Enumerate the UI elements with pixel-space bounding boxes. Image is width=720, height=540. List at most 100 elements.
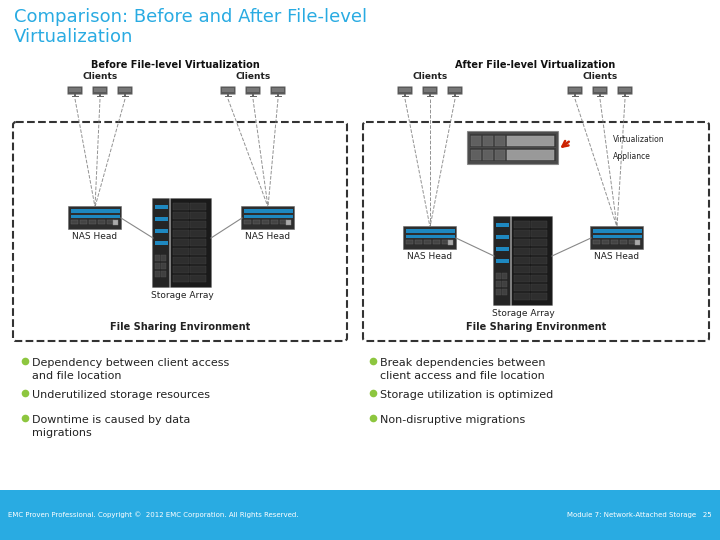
Bar [173, 248, 189, 255]
Text: Clients: Clients [235, 72, 271, 81]
Text: Underutilized storage resources: Underutilized storage resources [32, 390, 210, 400]
Bar [502, 289, 507, 295]
Bar [514, 221, 530, 228]
Bar [514, 266, 530, 273]
Bar [286, 220, 291, 225]
FancyBboxPatch shape [423, 86, 437, 94]
Bar [602, 240, 609, 244]
FancyBboxPatch shape [221, 86, 235, 94]
Bar [190, 248, 206, 255]
Bar [514, 284, 530, 291]
Bar [190, 230, 206, 237]
Bar [404, 94, 406, 96]
Bar [454, 94, 456, 96]
Bar [190, 212, 206, 219]
Bar [624, 94, 626, 96]
Bar [99, 94, 102, 96]
Bar [155, 255, 160, 261]
FancyBboxPatch shape [241, 206, 294, 230]
Bar [276, 94, 279, 96]
Text: NAS Head: NAS Head [595, 252, 639, 261]
Bar [531, 275, 547, 282]
Text: NAS Head: NAS Head [73, 232, 117, 241]
Bar [173, 266, 189, 273]
Bar [406, 240, 413, 244]
Bar [155, 217, 168, 221]
FancyBboxPatch shape [590, 226, 644, 249]
Bar [190, 239, 206, 246]
FancyBboxPatch shape [246, 86, 261, 94]
Bar [599, 94, 601, 96]
Text: Before File-level Virtualization: Before File-level Virtualization [91, 60, 259, 70]
Bar [531, 293, 547, 300]
Bar [274, 96, 282, 97]
Bar [495, 150, 505, 160]
Bar [593, 235, 642, 238]
Bar [96, 96, 104, 97]
Bar [471, 150, 481, 160]
Bar [426, 96, 433, 97]
Bar [122, 96, 128, 97]
Bar [507, 136, 554, 146]
Text: migrations: migrations [32, 428, 91, 438]
Bar [572, 96, 578, 97]
Bar [496, 289, 501, 295]
Text: Appliance: Appliance [613, 152, 651, 161]
Bar [471, 136, 481, 146]
Bar [243, 209, 292, 213]
Bar [173, 257, 189, 264]
Bar [173, 275, 189, 282]
Text: and file location: and file location [32, 371, 122, 381]
Text: Clients: Clients [82, 72, 117, 81]
Bar [73, 94, 76, 96]
Bar [415, 240, 422, 244]
Bar [531, 239, 547, 246]
Bar [190, 221, 206, 228]
Text: Module 7: Network-Attached Storage   25: Module 7: Network-Attached Storage 25 [567, 512, 712, 518]
Bar [252, 94, 254, 96]
Bar [161, 255, 166, 261]
Bar [247, 88, 259, 92]
Bar [71, 209, 120, 213]
Bar [113, 220, 118, 225]
Bar [531, 284, 547, 291]
Bar [620, 240, 627, 244]
Text: Downtime is caused by data: Downtime is caused by data [32, 415, 190, 425]
Text: EMC Proven Professional. Copyright ©  2012 EMC Corporation. All Rights Reserved.: EMC Proven Professional. Copyright © 201… [8, 512, 299, 518]
Bar [244, 220, 251, 224]
Bar [495, 235, 508, 239]
Bar [161, 271, 166, 277]
Bar [80, 220, 87, 224]
Bar [495, 259, 508, 263]
Text: Virtualization: Virtualization [14, 28, 133, 46]
Text: Comparison: Before and After File-level: Comparison: Before and After File-level [14, 8, 367, 26]
Bar [483, 150, 493, 160]
Bar [71, 215, 120, 218]
Bar [173, 221, 189, 228]
Bar [155, 241, 168, 245]
Bar [243, 215, 292, 218]
Bar [173, 239, 189, 246]
Bar [502, 281, 507, 287]
Bar [271, 220, 278, 224]
FancyBboxPatch shape [618, 86, 632, 94]
FancyBboxPatch shape [68, 206, 122, 230]
Bar [0, 490, 720, 540]
FancyBboxPatch shape [593, 86, 607, 94]
Bar [155, 229, 168, 233]
Bar [161, 263, 166, 269]
Bar [280, 220, 287, 224]
Bar [124, 94, 126, 96]
Bar [98, 220, 105, 224]
Bar [190, 203, 206, 210]
Bar [399, 88, 411, 92]
Bar [514, 248, 530, 255]
Bar [173, 212, 189, 219]
Bar [451, 96, 459, 97]
Bar [495, 247, 508, 251]
Bar [514, 230, 530, 237]
Text: File Sharing Environment: File Sharing Environment [466, 322, 606, 332]
Bar [405, 229, 454, 233]
Bar [89, 220, 96, 224]
Bar [253, 220, 260, 224]
